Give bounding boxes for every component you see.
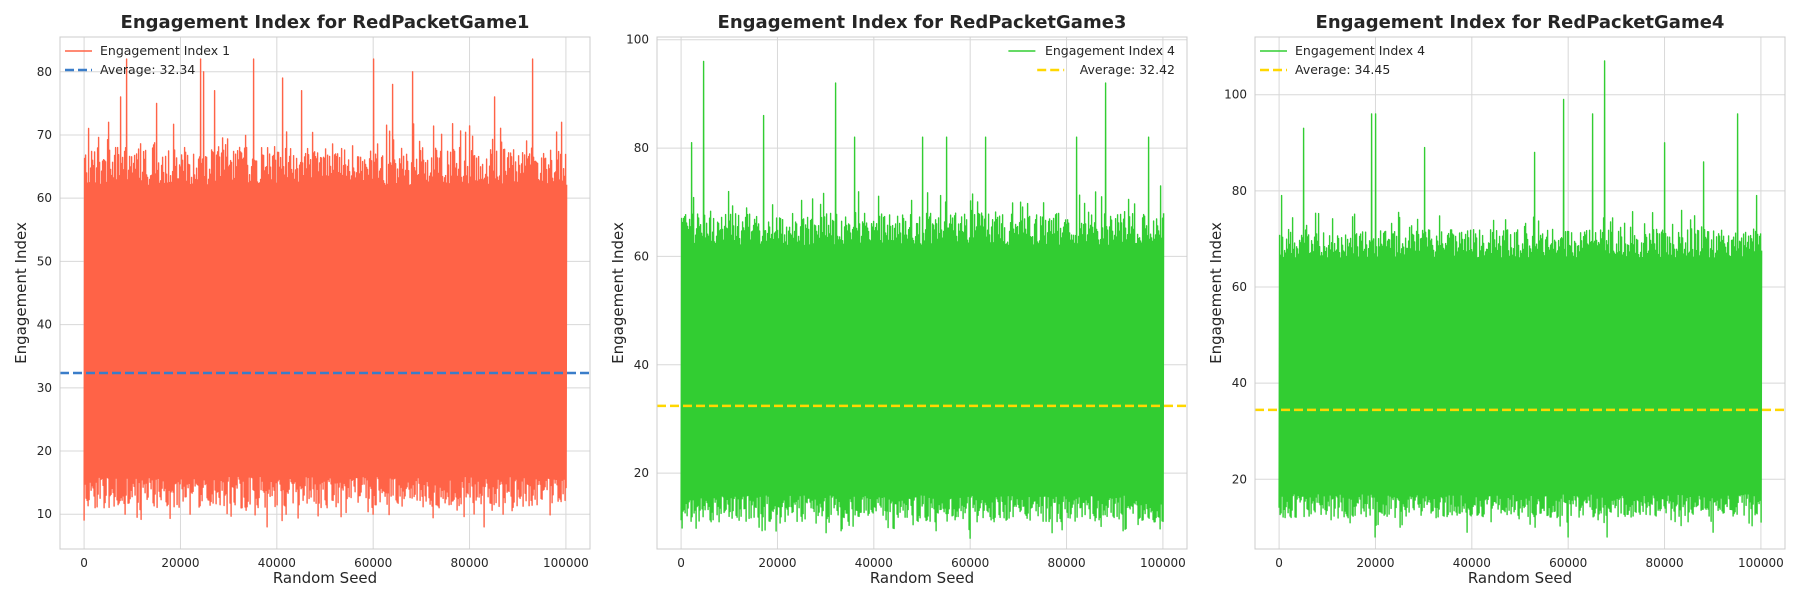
y-tick-label: 40 xyxy=(1232,376,1247,390)
chart-title: Engagement Index for RedPacketGame3 xyxy=(718,12,1127,33)
y-tick-label: 80 xyxy=(634,141,649,155)
chart-panel-3: 0 20000 40000 60000 80000 100000 20 40 60 80 100 En… xyxy=(1207,12,1786,587)
legend-label: Average: 32.42 xyxy=(1080,62,1175,77)
x-axis-label: Random Seed xyxy=(870,569,974,587)
x-tick-label: 20000 xyxy=(1356,556,1394,570)
y-tick-label: 20 xyxy=(634,466,649,480)
x-tick-label: 0 xyxy=(1275,556,1283,570)
y-tick-label: 60 xyxy=(634,249,649,263)
x-tick-label: 40000 xyxy=(1453,556,1491,570)
legend-label: Average: 34.45 xyxy=(1295,62,1390,77)
legend-label: Engagement Index 4 xyxy=(1295,43,1425,58)
y-tick-label: 30 xyxy=(37,381,52,395)
y-tick-label: 80 xyxy=(37,65,52,79)
y-tick-label: 60 xyxy=(37,191,52,205)
x-tick-label: 0 xyxy=(80,556,88,570)
legend-label: Engagement Index 4 xyxy=(1045,43,1175,58)
x-tick-label: 0 xyxy=(677,556,685,570)
x-tick-label: 80000 xyxy=(1645,556,1683,570)
x-tick-label: 80000 xyxy=(1047,556,1085,570)
x-tick-label: 100000 xyxy=(1738,556,1784,570)
y-axis-label: Engagement Index xyxy=(12,222,30,364)
series-line-engagement xyxy=(1278,60,1763,538)
y-tick-label: 80 xyxy=(1232,184,1247,198)
y-tick-label: 20 xyxy=(1232,472,1247,486)
legend: Engagement Index 4 Average: 32.42 xyxy=(1008,43,1175,77)
y-tick-label: 100 xyxy=(1224,88,1247,102)
x-tick-label: 80000 xyxy=(450,556,488,570)
legend: Engagement Index 1 Average: 32.34 xyxy=(65,43,230,77)
plot-frame xyxy=(656,36,1188,550)
x-tick-label: 100000 xyxy=(1140,556,1186,570)
x-tick-label: 20000 xyxy=(161,556,199,570)
y-axis-label: Engagement Index xyxy=(609,222,627,364)
y-tick-label: 50 xyxy=(37,254,52,268)
x-tick-label: 60000 xyxy=(1549,556,1587,570)
y-tick-label: 70 xyxy=(37,128,52,142)
x-tick-label: 20000 xyxy=(758,556,796,570)
y-tick-label: 100 xyxy=(626,33,649,47)
series-line-engagement xyxy=(83,58,568,528)
chart-title: Engagement Index for RedPacketGame1 xyxy=(121,12,530,33)
chart-panel-1: 0 20000 40000 60000 80000 100000 10 20 30 40 50 60 7… xyxy=(12,12,591,587)
y-tick-label: 40 xyxy=(634,358,649,372)
x-tick-label: 60000 xyxy=(354,556,392,570)
chart-panel-2: 0 20000 40000 60000 80000 100000 20 40 60 80 100 En… xyxy=(609,12,1188,587)
y-tick-label: 40 xyxy=(37,318,52,332)
x-tick-label: 100000 xyxy=(543,556,589,570)
y-tick-label: 20 xyxy=(37,444,52,458)
x-axis-label: Random Seed xyxy=(1468,569,1572,587)
series-line-engagement xyxy=(680,60,1165,539)
legend-label: Engagement Index 1 xyxy=(100,43,230,58)
x-tick-label: 40000 xyxy=(855,556,893,570)
x-tick-label: 40000 xyxy=(258,556,296,570)
legend-label: Average: 32.34 xyxy=(100,62,195,77)
plot-frame xyxy=(59,36,591,550)
y-axis-label: Engagement Index xyxy=(1207,222,1225,364)
plot-frame xyxy=(1254,36,1786,550)
y-tick-label: 10 xyxy=(37,507,52,521)
chart-title: Engagement Index for RedPacketGame4 xyxy=(1316,12,1725,33)
legend: Engagement Index 4 Average: 34.45 xyxy=(1260,43,1425,77)
x-axis-label: Random Seed xyxy=(273,569,377,587)
y-tick-label: 60 xyxy=(1232,280,1247,294)
x-tick-label: 60000 xyxy=(951,556,989,570)
